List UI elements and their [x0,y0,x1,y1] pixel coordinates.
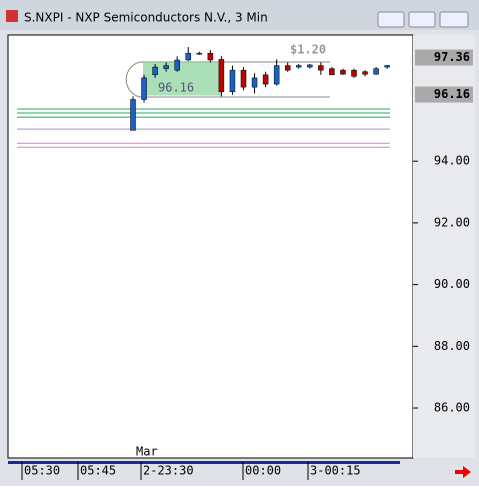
y-tick-label: 88.00 [434,339,470,353]
candle-body [296,65,302,68]
x-tick-label: 05:30 [24,464,60,478]
candle-body [262,74,269,85]
candle-body [273,65,280,85]
price-label: 97.36 [434,50,470,64]
y-tick-label: 86.00 [434,401,470,415]
minimize-button[interactable] [377,11,405,28]
candle-body [130,99,136,131]
price-box [415,86,473,103]
candle-body [207,52,214,61]
y-tick-label: 92.00 [434,215,470,229]
y-tick-label: 94.00 [434,154,470,168]
candle-body [318,65,324,71]
candle-body [362,71,368,75]
maximize-button[interactable] [408,11,436,28]
time-axis-bar [8,461,400,464]
close-button[interactable] [439,11,469,28]
candle-body [174,59,180,71]
candle-body [340,69,346,75]
candle-body [240,69,247,88]
candle-body [384,65,390,68]
x-tick-label: 00:00 [245,464,281,478]
x-tick-label: 05:45 [80,464,116,478]
window-title: S.NXPI - NXP Semiconductors N.V., 3 Min [24,11,268,25]
candle-body [329,68,335,76]
candle-body [351,69,357,77]
x-tick-label: 2-23:30 [143,464,194,478]
candle-body [196,52,203,55]
candle-body [284,65,291,71]
candle-body [373,68,379,75]
candle-body [229,69,236,93]
plot-area [7,34,414,459]
app-icon [6,10,18,22]
candle-body [251,77,258,88]
price-axis [413,35,475,458]
candle-body [141,77,147,100]
x-tick-label: 3-00:15 [310,464,361,478]
candle-body [152,66,158,76]
range-label: 96.16 [158,81,194,95]
price-box [415,49,473,66]
change-label: $1.20 [290,43,326,57]
candle-body [185,52,191,61]
price-label: 96.16 [434,87,470,101]
candle-body [163,65,169,69]
candle-body [307,64,313,68]
y-tick-label: 90.00 [434,277,470,291]
range-outline [125,61,330,98]
candle-body [218,59,225,93]
month-label: Mar [136,445,158,459]
scroll-arrow[interactable] [455,466,471,478]
